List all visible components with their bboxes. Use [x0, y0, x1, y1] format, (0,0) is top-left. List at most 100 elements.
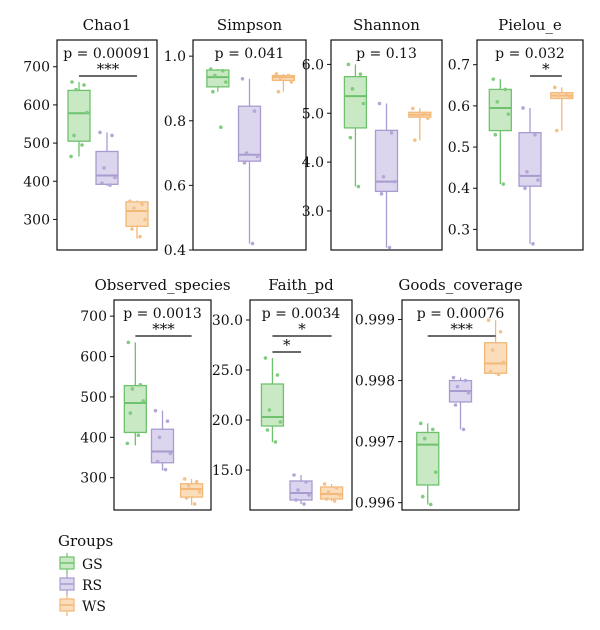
data-point — [411, 106, 415, 111]
data-point — [110, 133, 114, 138]
panel-title: Chao1 — [83, 16, 132, 34]
data-point — [213, 73, 217, 78]
p-value-label: p = 0.041 — [215, 46, 285, 62]
box-gs — [488, 77, 512, 186]
data-point — [565, 91, 569, 96]
box-iqr — [123, 384, 147, 434]
y-tick-label: 5.0 — [302, 106, 324, 122]
panel-frame — [330, 39, 443, 251]
panel-pielou-e: Pielou_ep = 0.032 0.3 0.4 0.5 0.6 0.7 * — [448, 16, 584, 251]
data-point — [130, 387, 135, 391]
y-tick-label: 300 — [23, 212, 50, 228]
significance-label: *** — [450, 320, 473, 338]
panel-title: Shannon — [353, 16, 420, 34]
panel-title: Faith_pd — [268, 276, 334, 294]
data-point — [422, 436, 427, 441]
y-tick-label: 0.7 — [448, 58, 470, 74]
y-tick-label: 0.996 — [355, 496, 395, 512]
data-point — [557, 93, 561, 98]
data-point — [72, 133, 76, 138]
y-tick-label: 6.0 — [302, 57, 324, 73]
y-tick-label: 0.6 — [448, 99, 470, 115]
y-tick-label: 500 — [80, 390, 107, 406]
data-point — [536, 178, 540, 182]
y-tick-label: 400 — [23, 174, 50, 190]
data-point — [392, 179, 397, 184]
p-value-label: p = 0.13 — [356, 46, 417, 62]
data-point — [143, 217, 147, 222]
data-point — [70, 80, 74, 84]
significance-label: * — [283, 336, 291, 354]
data-point — [136, 433, 141, 438]
box-rs — [374, 101, 399, 250]
data-point — [275, 373, 280, 377]
box-ws — [483, 318, 508, 377]
data-point — [263, 356, 268, 360]
y-tick-label: 0.998 — [355, 374, 395, 390]
data-point — [294, 498, 298, 502]
panel-frame — [401, 299, 520, 511]
box-ws — [179, 477, 204, 506]
box-iqr — [179, 483, 204, 498]
data-point — [211, 89, 215, 94]
data-point — [525, 169, 529, 174]
y-tick-label: 400 — [80, 430, 107, 446]
data-point — [387, 245, 392, 250]
box-gs — [123, 340, 147, 446]
data-point — [555, 128, 559, 133]
data-point — [278, 76, 283, 81]
box-gs — [260, 356, 285, 444]
data-point — [337, 493, 342, 497]
box-iqr — [488, 88, 512, 132]
data-point — [420, 494, 425, 499]
data-point — [358, 72, 363, 76]
legend-title: Groups — [58, 532, 113, 550]
y-tick-label: 600 — [23, 98, 50, 114]
box-iqr — [518, 131, 542, 187]
data-point — [155, 459, 160, 464]
y-tick-label: 4.0 — [302, 155, 324, 171]
data-point — [346, 62, 351, 67]
data-point — [265, 428, 270, 432]
data-point — [163, 467, 168, 472]
data-point — [426, 116, 430, 120]
y-tick-label: 0.5 — [448, 140, 470, 156]
data-point — [252, 109, 257, 113]
data-point — [501, 182, 506, 186]
panel-title: Observed_species — [94, 276, 230, 294]
data-point — [493, 132, 498, 137]
data-point — [132, 206, 136, 210]
legend-label: RS — [82, 578, 102, 594]
data-point — [125, 441, 130, 446]
y-tick-label: 300 — [80, 471, 107, 487]
data-point — [553, 85, 557, 90]
box-gs — [343, 62, 368, 189]
p-value-label: p = 0.0034 — [262, 306, 341, 322]
data-point — [350, 87, 355, 91]
data-point — [463, 378, 468, 383]
legend-label: WS — [82, 599, 106, 615]
box-iqr — [374, 129, 399, 193]
data-point — [273, 440, 278, 444]
data-point — [430, 427, 435, 432]
data-point — [304, 480, 308, 484]
data-point — [521, 106, 525, 110]
data-point — [488, 369, 493, 374]
data-point — [361, 101, 366, 106]
box-iqr — [483, 342, 508, 374]
data-point — [415, 113, 419, 118]
data-point — [108, 183, 112, 187]
data-point — [289, 80, 294, 84]
data-point — [292, 473, 296, 477]
data-point — [141, 399, 146, 403]
data-point — [466, 390, 471, 395]
data-point — [128, 199, 132, 203]
y-tick-label: 25.0 — [212, 363, 243, 379]
data-point — [274, 72, 279, 76]
box-rs — [150, 408, 175, 472]
legend-item-gs: GS — [59, 553, 103, 574]
data-point — [113, 175, 117, 180]
data-point — [356, 184, 361, 189]
data-point — [348, 135, 353, 140]
legend-label: GS — [82, 557, 103, 573]
